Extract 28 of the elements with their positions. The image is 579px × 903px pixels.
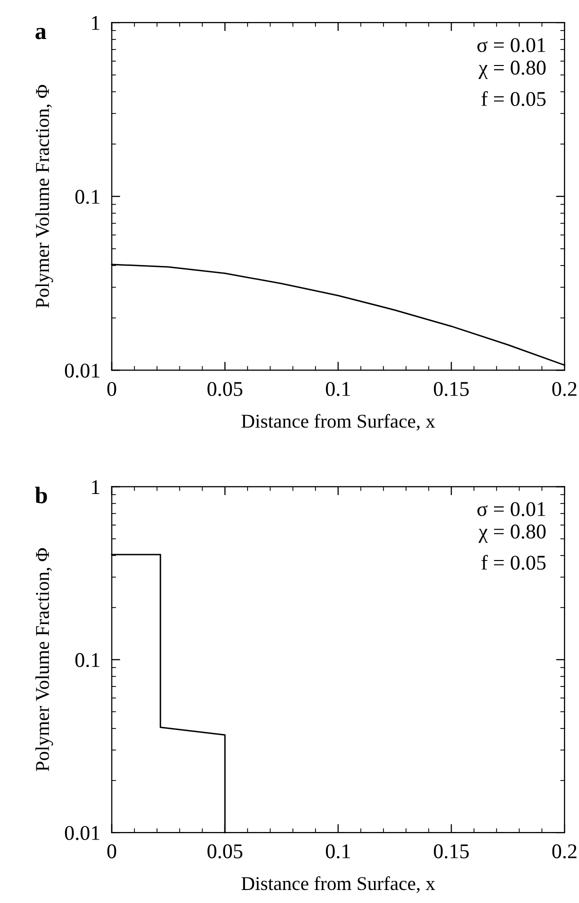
x-tick-label: 0.2	[552, 382, 576, 396]
x-tick-label: 0.15	[434, 382, 469, 396]
annotation: σ = 0.01	[477, 38, 546, 52]
x-tick-label: 0.2	[552, 844, 576, 858]
annotation: f = 0.05	[481, 554, 546, 570]
annotation: χ = 0.80	[478, 60, 546, 79]
x-tick-label: 0.1	[326, 382, 350, 396]
annotation: χ = 0.80	[478, 524, 546, 543]
y-axis-title: Polymer Volume Fraction, Φ	[35, 548, 54, 772]
x-axis-title: Distance from Surface, x	[242, 414, 436, 431]
y-tick-label: 0.1	[75, 653, 100, 668]
y-tick-label: 1	[92, 480, 100, 494]
x-tick-label: 0.1	[326, 844, 350, 858]
y-axis-title: Polymer Volume Fraction, Φ	[35, 84, 54, 308]
annotation: f = 0.05	[481, 91, 546, 106]
chart-title: a	[36, 28, 46, 40]
annotation: σ = 0.01	[477, 502, 546, 516]
chart-title: b	[35, 486, 47, 504]
x-tick-label: 0.15	[434, 844, 469, 858]
x-axis-title: Distance from Surface, x	[242, 876, 436, 893]
y-tick-label: 0.01	[64, 364, 100, 378]
y-tick-label: 1	[92, 16, 100, 30]
x-tick-label: 0	[107, 844, 116, 858]
y-tick-label: 0.01	[64, 826, 100, 840]
x-tick-label: 0.05	[208, 382, 242, 396]
y-tick-label: 0.1	[75, 190, 100, 204]
x-tick-label: 0	[107, 382, 116, 396]
x-tick-label: 0.05	[208, 844, 242, 858]
